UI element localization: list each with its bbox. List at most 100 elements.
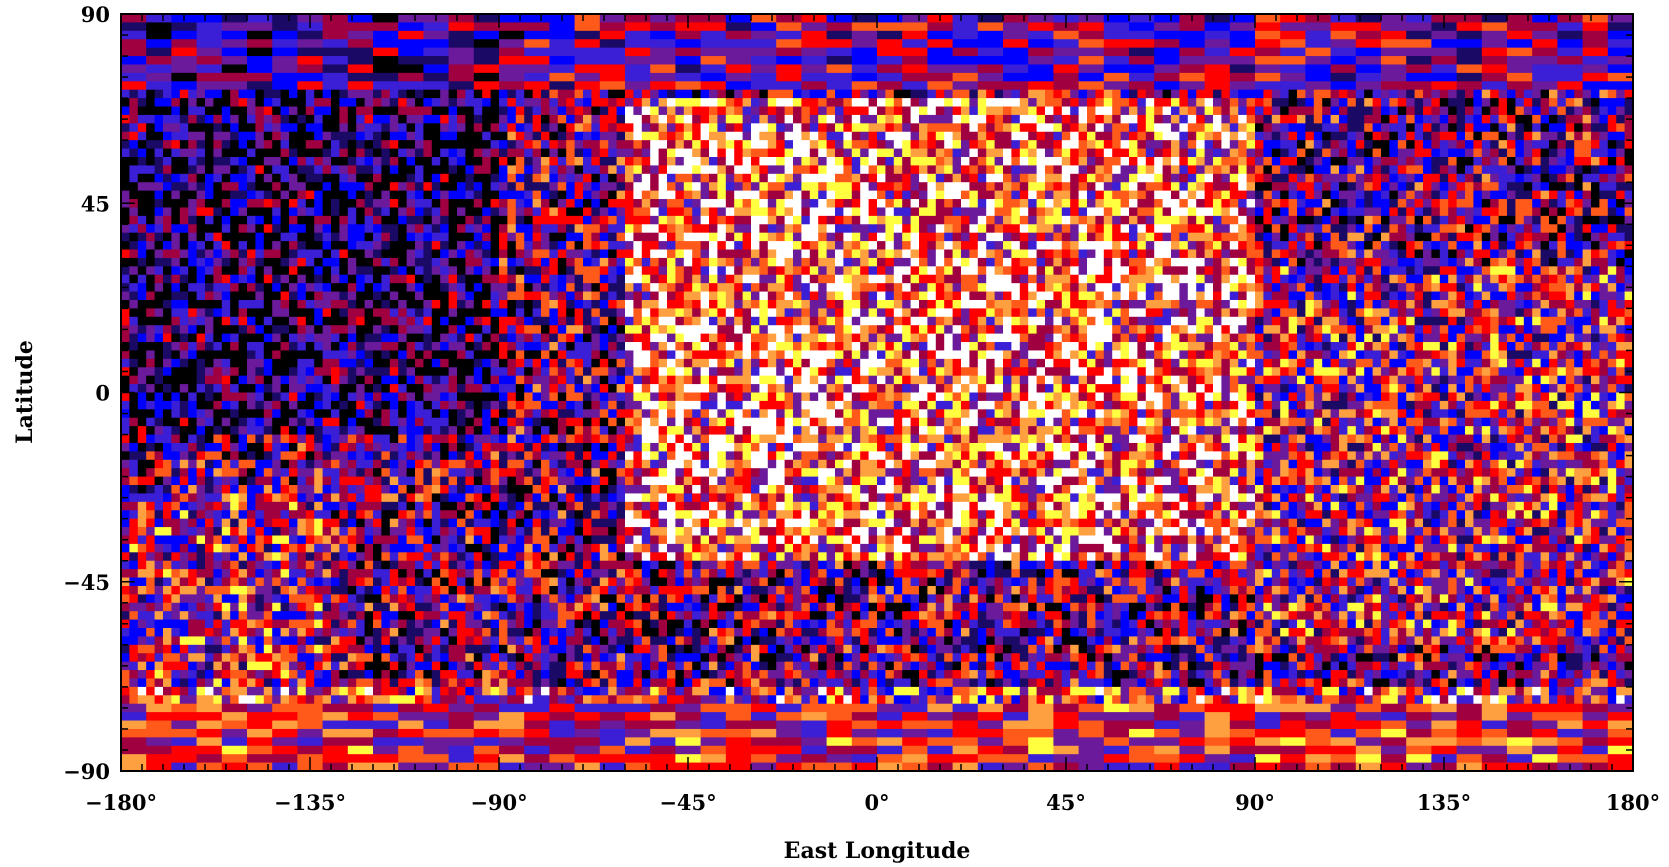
heatmap-cell: [129, 274, 139, 284]
heatmap-cell: [230, 131, 240, 141]
heatmap-cell: [734, 274, 744, 284]
heatmap-cell: [465, 215, 475, 225]
heatmap-cell: [482, 123, 492, 133]
heatmap-cell: [381, 106, 391, 116]
heatmap-cell: [608, 182, 618, 192]
heatmap-cell: [1305, 123, 1315, 133]
heatmap-cell: [1221, 98, 1231, 108]
heatmap-cell: [919, 156, 928, 166]
heatmap-cell: [1372, 266, 1382, 276]
heatmap-cell: [347, 173, 357, 183]
heatmap-cell: [1229, 140, 1239, 150]
heatmap-cell: [1381, 148, 1390, 158]
heatmap-cell: [843, 114, 853, 124]
heatmap-cell: [952, 72, 979, 82]
heatmap-cell: [515, 165, 525, 175]
heatmap-cell: [1011, 190, 1021, 200]
heatmap-cell: [986, 106, 996, 116]
heatmap-cell: [238, 274, 248, 284]
heatmap-cell: [1154, 30, 1180, 40]
heatmap-cell: [1120, 274, 1130, 284]
heatmap-cell: [1070, 224, 1080, 234]
heatmap-cell: [196, 190, 206, 200]
heatmap-cell: [776, 56, 802, 66]
heatmap-cell: [1045, 98, 1054, 108]
heatmap-cell: [121, 81, 147, 91]
heatmap-cell: [381, 283, 391, 293]
heatmap-cell: [1019, 224, 1029, 234]
heatmap-cell: [1322, 182, 1332, 192]
heatmap-cell: [1490, 156, 1500, 166]
heatmap-cell: [1372, 224, 1382, 234]
heatmap-cell: [280, 241, 290, 251]
heatmap-cell: [952, 30, 979, 40]
heatmap-cell: [289, 165, 298, 175]
heatmap-cell: [1238, 266, 1248, 276]
heatmap-cell: [1003, 249, 1012, 259]
heatmap-cell: [146, 291, 156, 301]
heatmap-cell: [574, 165, 584, 175]
heatmap-cell: [767, 249, 777, 259]
heatmap-cell: [919, 89, 928, 99]
heatmap-cell: [532, 249, 542, 259]
heatmap-cell: [877, 140, 886, 150]
heatmap-cell: [314, 123, 324, 133]
heatmap-cell: [910, 114, 920, 124]
heatmap-cell: [1011, 215, 1021, 225]
heatmap-cell: [1473, 98, 1483, 108]
heatmap-cell: [759, 89, 769, 99]
heatmap-cell: [1364, 114, 1374, 124]
heatmap-cell: [742, 140, 752, 150]
heatmap-cell: [868, 123, 878, 133]
heatmap-cell: [927, 241, 937, 251]
heatmap-cell: [347, 81, 374, 91]
heatmap-cell: [1557, 22, 1584, 32]
heatmap-cell: [599, 156, 609, 166]
heatmap-cell: [541, 148, 550, 158]
heatmap-cell: [1347, 224, 1357, 234]
heatmap-cell: [700, 274, 710, 284]
heatmap-cell: [289, 283, 298, 293]
heatmap-cell: [1162, 257, 1172, 267]
heatmap-cell: [406, 257, 416, 267]
heatmap-cell: [1582, 199, 1592, 209]
heatmap-cell: [154, 123, 164, 133]
heatmap-cell: [347, 156, 357, 166]
heatmap-cell: [759, 291, 769, 301]
heatmap-cell: [280, 257, 290, 267]
heatmap-cell: [851, 56, 878, 66]
heatmap-cell: [532, 207, 542, 217]
heatmap-cell: [969, 232, 979, 242]
heatmap-cell: [171, 190, 181, 200]
heatmap-cell: [129, 224, 139, 234]
heatmap-cell: [885, 114, 895, 124]
heatmap-cell: [709, 232, 718, 242]
heatmap-cell: [751, 241, 760, 251]
heatmap-cell: [1061, 140, 1071, 150]
heatmap-cell: [1582, 30, 1609, 40]
heatmap-cell: [1297, 182, 1306, 192]
heatmap-cell: [809, 291, 819, 301]
heatmap-cell: [1607, 72, 1634, 82]
heatmap-cell: [1465, 207, 1474, 217]
heatmap-cell: [574, 72, 601, 82]
heatmap-cell: [1574, 182, 1584, 192]
heatmap-cell: [1028, 56, 1054, 66]
heatmap-cell: [1036, 106, 1046, 116]
heatmap-cell: [1624, 215, 1634, 225]
heatmap-cell: [591, 173, 601, 183]
heatmap-cell: [1465, 165, 1474, 175]
heatmap-cell: [734, 249, 744, 259]
heatmap-cell: [373, 22, 399, 32]
heatmap-cell: [675, 232, 685, 242]
heatmap-cell: [221, 14, 248, 24]
heatmap-cell: [583, 190, 592, 200]
heatmap-cell: [616, 283, 626, 293]
heatmap-cell: [381, 131, 391, 141]
heatmap-cell: [482, 165, 492, 175]
heatmap-cell: [877, 207, 886, 217]
heatmap-cell: [583, 114, 592, 124]
heatmap-cell: [1456, 98, 1466, 108]
heatmap-cell: [1549, 224, 1558, 234]
heatmap-cell: [566, 173, 576, 183]
